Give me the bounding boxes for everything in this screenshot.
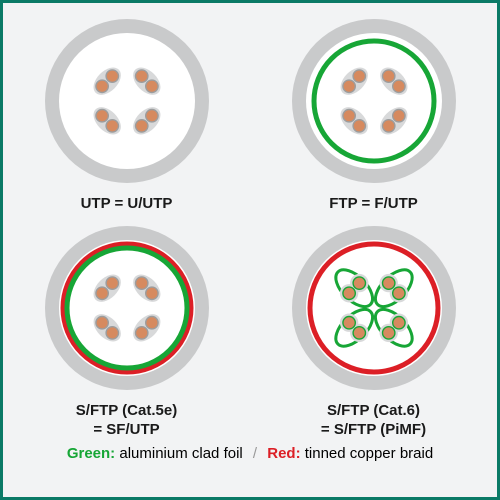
conductor xyxy=(392,287,404,299)
cable-label: FTP = F/UTP xyxy=(329,195,417,214)
conductor xyxy=(342,316,354,328)
conductor xyxy=(106,120,118,132)
conductor xyxy=(392,80,404,92)
cable-label: S/FTP (Cat.5e)= SF/UTP xyxy=(76,402,177,440)
cable-utp: UTP = U/UTP xyxy=(11,11,242,214)
conductor xyxy=(342,80,354,92)
conductor xyxy=(95,80,107,92)
cable-cross-section xyxy=(284,218,464,398)
conductor xyxy=(135,70,147,82)
cable-grid: UTP = U/UTP FTP = F/UTP S/FTP (Cat.5e)= … xyxy=(11,11,489,431)
cable-interior xyxy=(306,33,442,169)
legend-green-label: Green: xyxy=(67,445,115,462)
conductor xyxy=(342,110,354,122)
cable-sftp5: S/FTP (Cat.5e)= SF/UTP xyxy=(11,218,242,440)
conductor xyxy=(382,70,394,82)
cable-interior xyxy=(306,240,442,376)
conductor xyxy=(106,70,118,82)
cable-label: S/FTP (Cat.6)= S/FTP (PiMF) xyxy=(321,402,426,440)
conductor xyxy=(145,110,157,122)
cable-cross-section xyxy=(37,11,217,191)
conductor xyxy=(353,70,365,82)
conductor xyxy=(95,287,107,299)
conductor xyxy=(353,120,365,132)
conductor xyxy=(382,326,394,338)
conductor xyxy=(145,287,157,299)
legend-sep: / xyxy=(253,445,257,462)
conductor xyxy=(145,80,157,92)
conductor xyxy=(353,277,365,289)
conductor xyxy=(135,326,147,338)
cable-cross-section xyxy=(284,11,464,191)
conductor xyxy=(342,287,354,299)
cable-sftp6: S/FTP (Cat.6)= S/FTP (PiMF) xyxy=(258,218,489,440)
legend-green-text: aluminium clad foil xyxy=(115,445,247,462)
conductor xyxy=(382,277,394,289)
conductor xyxy=(95,316,107,328)
legend-red-text: tinned copper braid xyxy=(301,445,434,462)
cable-cross-section xyxy=(37,218,217,398)
conductor xyxy=(145,316,157,328)
conductor xyxy=(135,277,147,289)
conductor xyxy=(95,110,107,122)
conductor xyxy=(106,326,118,338)
conductor xyxy=(353,326,365,338)
conductor xyxy=(382,120,394,132)
conductor xyxy=(392,110,404,122)
legend: Green: aluminium clad foil / Red: tinned… xyxy=(11,445,489,462)
legend-red-label: Red: xyxy=(263,445,301,462)
cable-ftp: FTP = F/UTP xyxy=(258,11,489,214)
diagram-frame: UTP = U/UTP FTP = F/UTP S/FTP (Cat.5e)= … xyxy=(0,0,500,500)
conductor xyxy=(135,120,147,132)
conductor xyxy=(106,277,118,289)
conductor xyxy=(392,316,404,328)
cable-interior xyxy=(59,33,195,169)
cable-label: UTP = U/UTP xyxy=(81,195,173,214)
cable-interior xyxy=(59,240,195,376)
